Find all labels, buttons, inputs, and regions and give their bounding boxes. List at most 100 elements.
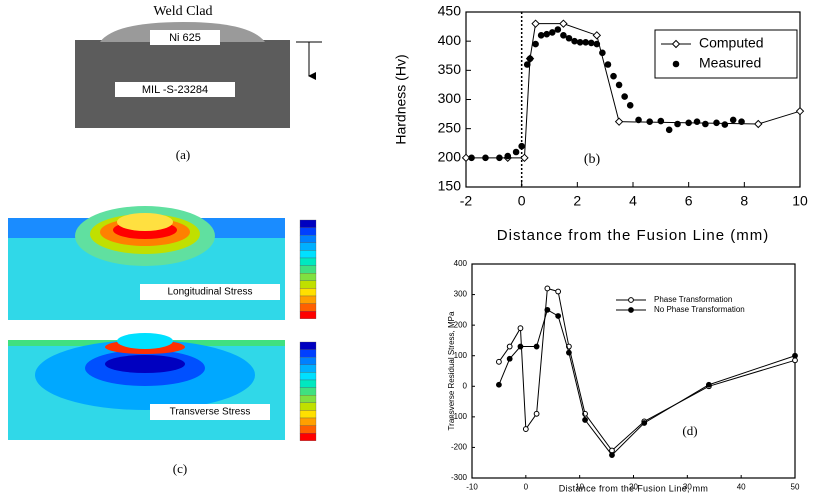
label-box (150, 30, 220, 45)
marker (565, 34, 573, 42)
x-tick-label: 0 (524, 482, 529, 491)
panel-label: (d) (682, 423, 697, 438)
color-swatch (299, 242, 317, 251)
y-tick-label: 300 (454, 290, 468, 299)
marker (674, 120, 681, 128)
color-swatch (299, 349, 317, 358)
y-tick-label: 0 (463, 381, 468, 390)
marker (626, 102, 634, 109)
marker (496, 358, 502, 365)
y-tick-label: 400 (438, 32, 462, 48)
label-box (115, 82, 235, 97)
x-tick-label: 50 (791, 482, 800, 491)
y-tick-label: -100 (451, 412, 468, 421)
x-tick-label: 4 (629, 192, 637, 208)
marker (665, 126, 673, 134)
color-swatch (299, 250, 317, 259)
marker (512, 148, 520, 156)
color-swatch (299, 227, 317, 236)
y-tick-label: 300 (438, 90, 462, 106)
marker (537, 32, 545, 39)
marker (795, 106, 805, 116)
y-tick-label: 150 (438, 178, 462, 194)
x-axis-label: Distance from the Fusion Line, mm (559, 483, 708, 493)
legend-label: Computed (699, 35, 764, 51)
marker (587, 39, 595, 47)
color-swatch (299, 379, 317, 388)
x-tick-label: -10 (466, 482, 478, 491)
color-swatch (299, 387, 317, 396)
marker (754, 119, 763, 129)
clad-label: Ni 625 (169, 32, 201, 44)
x-tick-label: 6 (685, 192, 693, 208)
marker (533, 410, 540, 417)
y-tick-label: 200 (454, 320, 468, 329)
y-axis-label: Hardness (Hv) (393, 54, 409, 144)
marker (705, 381, 712, 388)
series (496, 285, 798, 454)
marker (646, 118, 654, 125)
marker (621, 93, 628, 100)
chart: 150 200 250 300 350 400 450 -2 0 2 4 6 8 10 Distance f… (393, 3, 808, 244)
x-tick-label: -2 (460, 192, 473, 208)
marker (672, 60, 680, 68)
marker (532, 40, 539, 48)
y-tick-label: 200 (438, 149, 462, 165)
marker (604, 61, 612, 68)
color-swatch (299, 295, 317, 304)
marker (544, 306, 551, 313)
marker (702, 120, 709, 128)
marker (548, 29, 556, 36)
panel-label: (a) (176, 147, 190, 162)
x-tick-label: 2 (573, 192, 581, 208)
marker (635, 116, 642, 124)
color-swatch (299, 417, 317, 426)
marker (582, 39, 589, 46)
marker (531, 19, 540, 28)
x-tick-label: 0 (518, 192, 526, 208)
base-label: MIL -S-23284 (142, 84, 208, 96)
series-line (498, 287, 796, 452)
y-tick-label: -300 (451, 473, 468, 482)
x-tick-label: 20 (629, 482, 638, 491)
x-tick-label: 8 (740, 192, 748, 208)
marker (523, 61, 531, 68)
plot-frame (471, 263, 796, 479)
color-swatch (299, 288, 317, 297)
color-swatch (299, 265, 317, 274)
marker (520, 153, 529, 163)
marker (729, 116, 737, 124)
marker (506, 343, 513, 350)
color-swatch (299, 402, 317, 411)
marker (671, 39, 681, 49)
marker (592, 31, 602, 40)
marker (657, 117, 665, 125)
marker (526, 55, 534, 62)
marker (685, 119, 692, 127)
marker (615, 81, 623, 89)
contour-label: Longitudinal Stress (167, 287, 252, 298)
legend-label: Phase Transformation (654, 295, 732, 304)
color-swatch (299, 280, 317, 289)
marker (543, 30, 551, 38)
marker (482, 154, 489, 162)
color-swatch (299, 219, 317, 228)
color-swatch (299, 235, 317, 243)
color-swatch (299, 364, 317, 373)
marker (555, 288, 562, 295)
legend-label: No Phase Transformation (654, 305, 745, 314)
marker (571, 37, 578, 45)
x-tick-label: 30 (683, 482, 692, 491)
color-swatch (299, 311, 317, 319)
marker (504, 152, 512, 160)
marker (738, 118, 745, 125)
panel-label: (b) (584, 152, 601, 167)
marker (721, 121, 729, 128)
stress-contours: Longitudinal Stress Transverse Stress (c… (8, 206, 317, 476)
marker (792, 352, 798, 359)
marker (582, 417, 588, 423)
marker (544, 285, 551, 292)
